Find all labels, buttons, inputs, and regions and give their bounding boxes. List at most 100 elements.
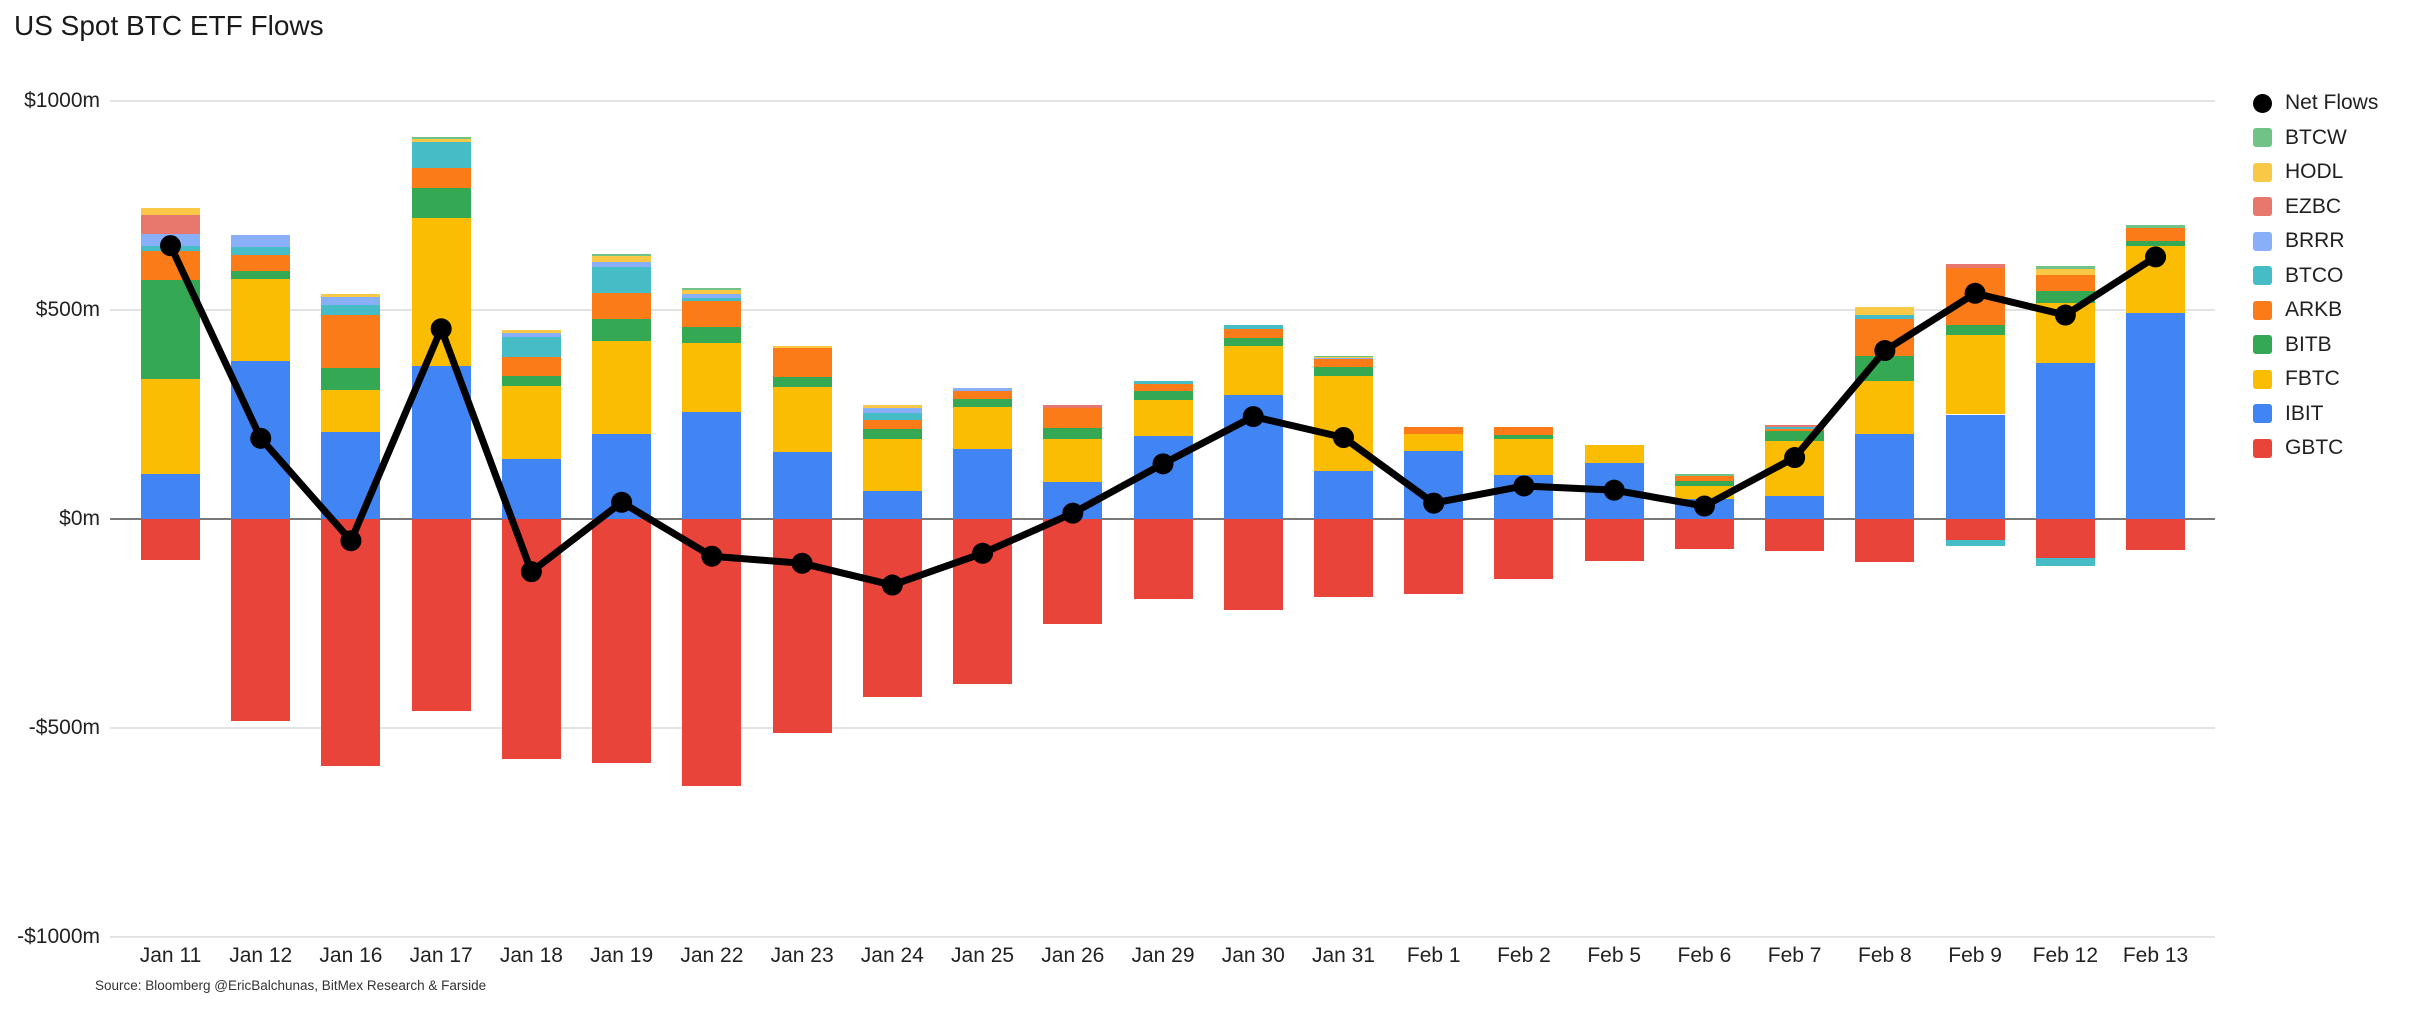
net-flows-point-feb-2[interactable] (1513, 475, 1535, 497)
bar-segment-gbtc-feb-13[interactable] (2126, 519, 2186, 551)
bar-segment-gbtc-feb-5[interactable] (1584, 519, 1644, 561)
bar-segment-gbtc-feb-8[interactable] (1855, 519, 1915, 562)
legend-item-brrr[interactable]: BRRR (2253, 229, 2345, 253)
bar-segment-ibit-jan-24[interactable] (862, 490, 922, 519)
legend-item-arkb[interactable]: ARKB (2253, 298, 2342, 322)
bar-segment-arkb-jan-26[interactable] (1043, 407, 1103, 428)
bar-segment-fbtc-jan-24[interactable] (862, 439, 922, 491)
net-flows-point-jan-18[interactable] (520, 561, 542, 583)
net-flows-point-feb-8[interactable] (1874, 340, 1896, 362)
bar-segment-ibit-feb-12[interactable] (2035, 363, 2095, 519)
net-flows-point-jan-24[interactable] (881, 574, 903, 596)
bar-segment-bitb-jan-30[interactable] (1223, 338, 1283, 346)
bar-segment-hodl-jan-22[interactable] (682, 289, 742, 295)
bar-segment-ibit-feb-7[interactable] (1765, 496, 1825, 519)
bar-segment-btco-jan-24[interactable] (862, 412, 922, 420)
bar-segment-arkb-feb-1[interactable] (1404, 427, 1464, 434)
bar-segment-arkb-jan-22[interactable] (682, 300, 742, 327)
bar-segment-hodl-jan-31[interactable] (1313, 356, 1373, 359)
bar-segment-ibit-jan-16[interactable] (321, 432, 381, 519)
bar-segment-bitb-feb-13[interactable] (2126, 241, 2186, 247)
bar-segment-bitb-feb-2[interactable] (1494, 434, 1554, 440)
bar-segment-arkb-feb-7[interactable] (1765, 428, 1825, 431)
bar-segment-bitb-jan-18[interactable] (501, 376, 561, 387)
bar-segment-bitb-feb-6[interactable] (1674, 481, 1734, 486)
net-flows-point-jan-19[interactable] (611, 491, 633, 513)
bar-segment-btco-feb-7[interactable] (1765, 426, 1825, 429)
bar-segment-gbtc-jan-17[interactable] (411, 519, 471, 711)
bar-segment-arkb-jan-17[interactable] (411, 167, 471, 189)
bar-segment-fbtc-jan-19[interactable] (592, 341, 652, 435)
bar-segment-arkb-jan-12[interactable] (231, 255, 291, 272)
bar-segment-ibit-jan-22[interactable] (682, 411, 742, 519)
bar-segment-brrr-jan-12[interactable] (231, 234, 291, 247)
net-flows-point-jan-17[interactable] (430, 318, 452, 340)
bar-segment-arkb-jan-16[interactable] (321, 315, 381, 369)
bar-segment-arkb-jan-31[interactable] (1313, 359, 1373, 367)
bar-segment-ibit-jan-18[interactable] (501, 459, 561, 519)
bar-segment-ibit-feb-9[interactable] (1945, 414, 2005, 519)
bar-segment-arkb-jan-18[interactable] (501, 357, 561, 377)
bar-segment-brrr-jan-16[interactable] (321, 297, 381, 305)
bar-segment-hodl-feb-12[interactable] (2035, 269, 2095, 275)
bar-segment-ibit-jan-29[interactable] (1133, 435, 1193, 519)
bar-segment-gbtc-jan-31[interactable] (1313, 519, 1373, 597)
bar-segment-bitb-jan-12[interactable] (231, 271, 291, 280)
bar-segment-gbtc-jan-12[interactable] (231, 519, 291, 722)
bar-segment-hodl-jan-24[interactable] (862, 404, 922, 409)
bar-segment-btcw-jan-22[interactable] (682, 288, 742, 290)
net-flows-point-jan-22[interactable] (701, 545, 723, 567)
bar-segment-bitb-feb-12[interactable] (2035, 290, 2095, 303)
bar-segment-gbtc-feb-1[interactable] (1404, 519, 1464, 595)
bar-segment-gbtc-jan-16[interactable] (321, 519, 381, 766)
bar-segment-ezbc-jan-11[interactable] (141, 215, 200, 234)
bar-segment-btcw-jan-31[interactable] (1313, 355, 1373, 357)
legend-item-hodl[interactable]: HODL (2253, 160, 2343, 184)
bar-segment-arkb-jan-19[interactable] (592, 292, 652, 319)
net-flows-point-jan-30[interactable] (1242, 406, 1264, 428)
bar-segment-ibit-jan-31[interactable] (1313, 470, 1373, 519)
bar-segment-btcw-jan-19[interactable] (592, 253, 652, 257)
bar-segment-bitb-jan-22[interactable] (682, 326, 742, 343)
bar-segment-arkb-jan-30[interactable] (1223, 329, 1283, 339)
net-flows-point-feb-1[interactable] (1423, 492, 1445, 514)
legend-item-gbtc[interactable]: GBTC (2253, 436, 2343, 460)
bar-segment-btco-jan-17[interactable] (411, 141, 471, 168)
bar-segment-ibit-jan-25[interactable] (953, 449, 1013, 519)
legend-item-net-flows[interactable]: Net Flows (2253, 91, 2378, 115)
bar-segment-gbtc-feb-7[interactable] (1765, 519, 1825, 551)
bar-segment-fbtc-jan-31[interactable] (1313, 375, 1373, 471)
bar-segment-bitb-jan-26[interactable] (1043, 427, 1103, 439)
bar-segment-hodl-jan-19[interactable] (592, 256, 652, 263)
bar-segment-hodl-jan-16[interactable] (321, 294, 381, 298)
net-flows-point-jan-26[interactable] (1062, 502, 1084, 524)
bar-segment-arkb-jan-23[interactable] (772, 348, 832, 377)
bar-segment-brrr-jan-24[interactable] (862, 408, 922, 413)
bar-segment-btco-jan-18[interactable] (501, 336, 561, 358)
bar-segment-gbtc-jan-30[interactable] (1223, 519, 1283, 611)
bar-segment-bitb-jan-23[interactable] (772, 376, 832, 388)
bar-segment-fbtc-jan-23[interactable] (772, 387, 832, 452)
bar-segment-btco-jan-22[interactable] (682, 298, 742, 301)
bar-segment-fbtc-jan-29[interactable] (1133, 399, 1193, 436)
bar-segment-arkb-feb-12[interactable] (2035, 274, 2095, 291)
bar-segment-btcw-feb-12[interactable] (2035, 265, 2095, 270)
bar-segment-bitb-jan-29[interactable] (1133, 390, 1193, 400)
bar-segment-ibit-feb-13[interactable] (2126, 312, 2186, 519)
bar-segment-fbtc-jan-18[interactable] (501, 386, 561, 460)
bar-segment-gbtc-jan-11[interactable] (141, 519, 200, 560)
bar-segment-gbtc-jan-19[interactable] (592, 519, 652, 764)
bar-segment-fbtc-jan-26[interactable] (1043, 438, 1103, 483)
bar-segment-bitb-jan-31[interactable] (1313, 366, 1373, 376)
net-flows-point-feb-13[interactable] (2145, 246, 2167, 268)
bar-segment-ezbc-jan-26[interactable] (1043, 405, 1103, 408)
net-flows-point-jan-16[interactable] (340, 530, 362, 552)
net-flows-point-jan-31[interactable] (1332, 426, 1354, 448)
bar-segment-fbtc-feb-8[interactable] (1855, 381, 1915, 435)
bar-segment-btco-feb-12[interactable] (2035, 557, 2095, 567)
bar-segment-btco-jan-29[interactable] (1133, 381, 1193, 384)
net-flows-point-jan-25[interactable] (972, 542, 994, 564)
bar-segment-brrr-jan-18[interactable] (501, 332, 561, 337)
legend-item-fbtc[interactable]: FBTC (2253, 367, 2340, 391)
bar-segment-brrr-jan-25[interactable] (953, 387, 1013, 391)
